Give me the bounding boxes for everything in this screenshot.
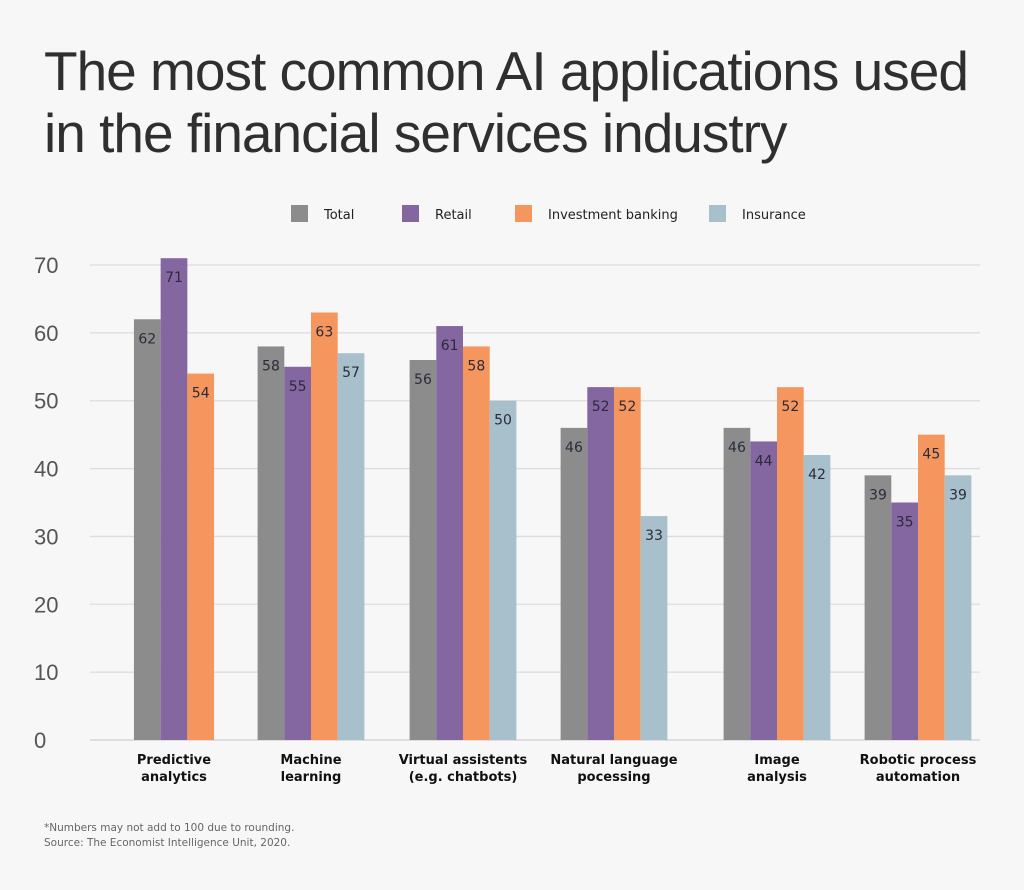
- footnote: *Numbers may not add to 100 due to round…: [44, 822, 294, 834]
- bar: [489, 400, 517, 740]
- bar: [723, 427, 751, 740]
- bar: [918, 434, 945, 740]
- y-tick-label: 30: [34, 524, 58, 549]
- bar-group: 58 55 63 57: [257, 312, 365, 740]
- data-label: 52: [592, 399, 610, 415]
- data-label: 52: [781, 399, 799, 415]
- data-label: 58: [262, 358, 280, 374]
- legend-label: Insurance: [742, 208, 806, 223]
- category-label: Virtual assistents: [399, 753, 528, 768]
- data-label: 63: [315, 325, 333, 341]
- data-label: 46: [565, 440, 583, 456]
- bar-group: 39 35 45 39: [864, 434, 972, 740]
- data-label: 61: [441, 338, 459, 354]
- bar: [409, 360, 437, 740]
- y-tick-label: 0: [34, 728, 46, 753]
- data-label: 58: [467, 358, 485, 374]
- category-label: Image: [754, 753, 799, 768]
- bar: [463, 346, 490, 740]
- data-label: 39: [869, 487, 887, 503]
- legend-swatch: [709, 205, 726, 222]
- bar: [777, 387, 804, 740]
- category-label: (e.g. chatbots): [409, 770, 518, 785]
- bar: [803, 455, 831, 740]
- category-label: analytics: [141, 770, 207, 785]
- bar: [864, 475, 892, 740]
- source-note: Source: The Economist Intelligence Unit,…: [44, 837, 290, 849]
- legend-swatch: [291, 205, 308, 222]
- bar: [133, 319, 161, 740]
- y-tick-label: 40: [34, 457, 58, 482]
- bar: [587, 387, 614, 740]
- data-label: 50: [494, 413, 512, 429]
- bar: [187, 373, 215, 740]
- data-label: 45: [922, 447, 940, 463]
- data-label: 33: [645, 528, 663, 544]
- legend: Total Retail Investment banking Insurance: [291, 205, 806, 223]
- bar: [640, 516, 668, 740]
- category-label: automation: [876, 770, 960, 785]
- bar: [284, 366, 311, 740]
- data-label: 44: [755, 453, 773, 469]
- legend-swatch: [402, 205, 419, 222]
- category-label: Robotic process: [860, 753, 977, 768]
- legend-label: Investment banking: [548, 208, 678, 223]
- chart-title-line-1: The most common AI applications used: [44, 40, 968, 102]
- data-label: 42: [808, 467, 826, 483]
- category-label: Predictive: [137, 753, 211, 768]
- bar-group: 46 52 52 33: [560, 387, 668, 740]
- data-label: 54: [192, 386, 210, 402]
- bar: [750, 441, 777, 740]
- category-label: Natural language: [550, 753, 677, 768]
- data-label: 62: [138, 331, 156, 347]
- category-label: learning: [281, 770, 342, 785]
- y-tick-label: 50: [34, 389, 58, 414]
- data-label: 46: [728, 440, 746, 456]
- legend-label: Retail: [435, 208, 472, 223]
- bar: [436, 326, 463, 740]
- chart-title-line-2: in the financial services industry: [44, 102, 788, 164]
- bars: 62 71 54 58 55 63 57 56 61 58 50 46 52 52 33 46 44 52 42 39…: [133, 258, 972, 740]
- data-label: 56: [414, 372, 432, 388]
- bar: [337, 353, 365, 740]
- y-tick-label: 60: [34, 321, 58, 346]
- data-label: 52: [618, 399, 636, 415]
- category-label: pocessing: [577, 770, 650, 785]
- data-label: 55: [289, 379, 307, 395]
- category-label: Machine: [280, 753, 341, 768]
- y-tick-label: 10: [34, 660, 58, 685]
- bar: [614, 387, 641, 740]
- bar: [311, 312, 338, 740]
- y-tick-label: 20: [34, 592, 58, 617]
- bar: [891, 502, 918, 740]
- bar: [560, 427, 588, 740]
- legend-swatch: [515, 205, 532, 222]
- bar: [257, 346, 285, 740]
- bar: [160, 258, 188, 740]
- bar-group: 56 61 58 50: [409, 326, 517, 740]
- category-labels: Predictive analytics Machine learning Virtua…: [137, 753, 977, 785]
- bar: [944, 475, 972, 740]
- bar-group: 62 71 54: [133, 258, 215, 740]
- legend-label: Total: [323, 208, 354, 223]
- data-label: 39: [949, 487, 967, 503]
- category-label: analysis: [747, 770, 807, 785]
- data-label: 57: [342, 365, 360, 381]
- data-label: 71: [165, 270, 183, 286]
- y-tick-label: 70: [34, 253, 58, 278]
- gridlines: 0 10 20 30 40 50 60 70: [34, 253, 980, 753]
- bar-group: 46 44 52 42: [723, 387, 831, 740]
- data-label: 35: [896, 515, 914, 531]
